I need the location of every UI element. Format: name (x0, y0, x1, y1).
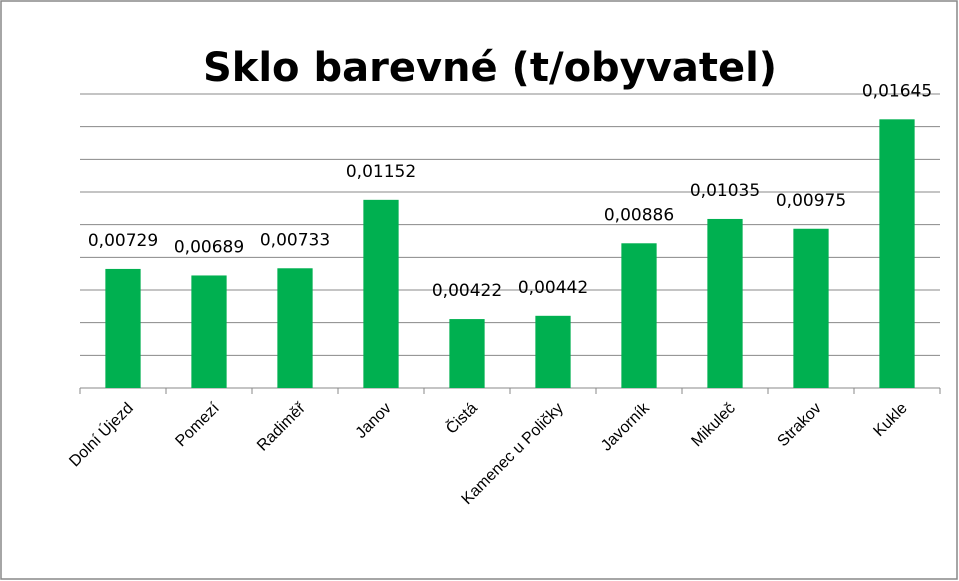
value-label: 0,01152 (346, 162, 416, 182)
bar (879, 119, 915, 389)
value-label: 0,00729 (88, 231, 158, 251)
value-label: 0,01645 (862, 81, 932, 101)
value-label: 0,00689 (174, 237, 244, 257)
value-label: 0,00733 (260, 230, 330, 250)
bar (793, 228, 829, 388)
bar (105, 268, 141, 388)
value-label: 0,00442 (518, 278, 588, 298)
value-label: 0,01035 (690, 181, 760, 201)
bar (191, 275, 227, 388)
bar (449, 319, 485, 388)
bar (707, 218, 743, 388)
bar (363, 199, 399, 388)
bar (621, 243, 657, 388)
value-label: 0,00422 (432, 281, 502, 301)
chart-title: Sklo barevné (t/obyvatel) (203, 45, 777, 91)
value-label: 0,00975 (776, 191, 846, 211)
value-label: 0,00886 (604, 205, 674, 225)
bar (277, 268, 313, 388)
bar (535, 315, 571, 388)
